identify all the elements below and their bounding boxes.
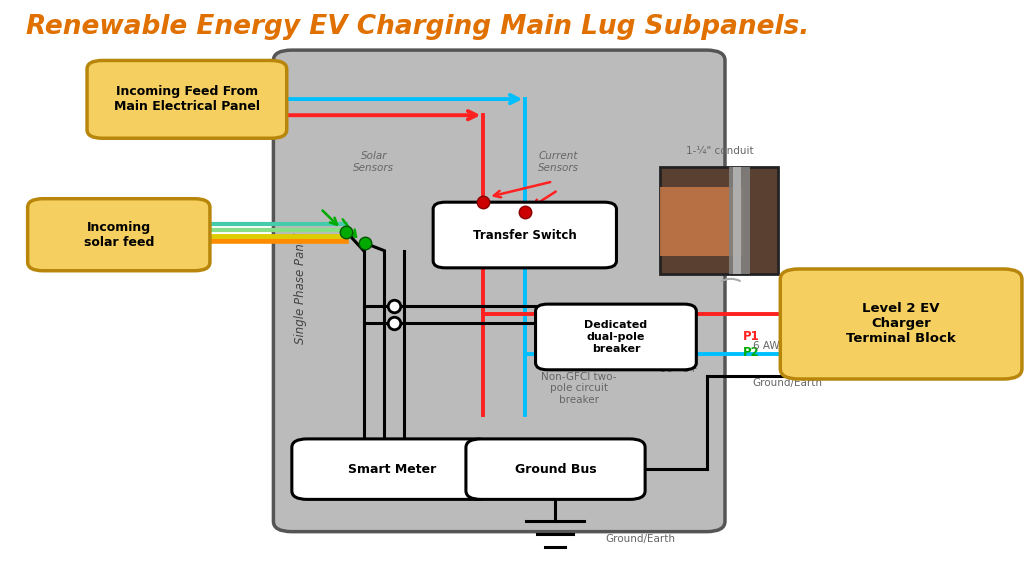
Text: P1: P1 (742, 331, 759, 343)
Bar (733, 167, 740, 274)
Text: Ground Bus: Ground Bus (515, 463, 596, 476)
Text: Incoming
solar feed: Incoming solar feed (84, 221, 154, 249)
Text: Renewable Energy EV Charging Main Lug Subpanels.: Renewable Energy EV Charging Main Lug Su… (26, 14, 809, 40)
FancyBboxPatch shape (466, 439, 645, 499)
FancyBboxPatch shape (87, 60, 287, 138)
Text: 1-¼" conduit: 1-¼" conduit (686, 146, 754, 156)
Text: Dedicated
dual-pole
breaker: Dedicated dual-pole breaker (585, 320, 647, 354)
Text: Ground/Earth: Ground/Earth (605, 533, 675, 544)
Text: Non-GFCI two-
pole circuit
breaker: Non-GFCI two- pole circuit breaker (541, 372, 616, 405)
Bar (729, 167, 750, 274)
Text: P2: P2 (742, 346, 759, 359)
FancyBboxPatch shape (433, 202, 616, 268)
Text: Single Phase Panel: Single Phase Panel (294, 232, 306, 344)
Bar (660, 167, 778, 274)
Text: 6 AWG Wire   240 VAC: 6 AWG Wire 240 VAC (753, 340, 867, 351)
FancyBboxPatch shape (536, 304, 696, 370)
Text: Solar
Sensors: Solar Sensors (353, 151, 394, 173)
Bar (660, 187, 743, 256)
Text: Transfer Switch: Transfer Switch (473, 229, 577, 241)
Text: Incoming Feed From
Main Electrical Panel: Incoming Feed From Main Electrical Panel (114, 85, 260, 113)
FancyBboxPatch shape (292, 439, 492, 499)
Text: Ground/Earth: Ground/Earth (753, 378, 822, 388)
FancyBboxPatch shape (28, 199, 210, 271)
FancyBboxPatch shape (780, 269, 1022, 379)
Text: Current
Sensors: Current Sensors (538, 151, 579, 173)
Text: Level 2 EV
Charger
Terminal Block: Level 2 EV Charger Terminal Block (846, 302, 956, 346)
Text: Smart Meter: Smart Meter (347, 463, 436, 476)
Text: 90° C+: 90° C+ (660, 363, 698, 374)
FancyBboxPatch shape (273, 50, 725, 532)
